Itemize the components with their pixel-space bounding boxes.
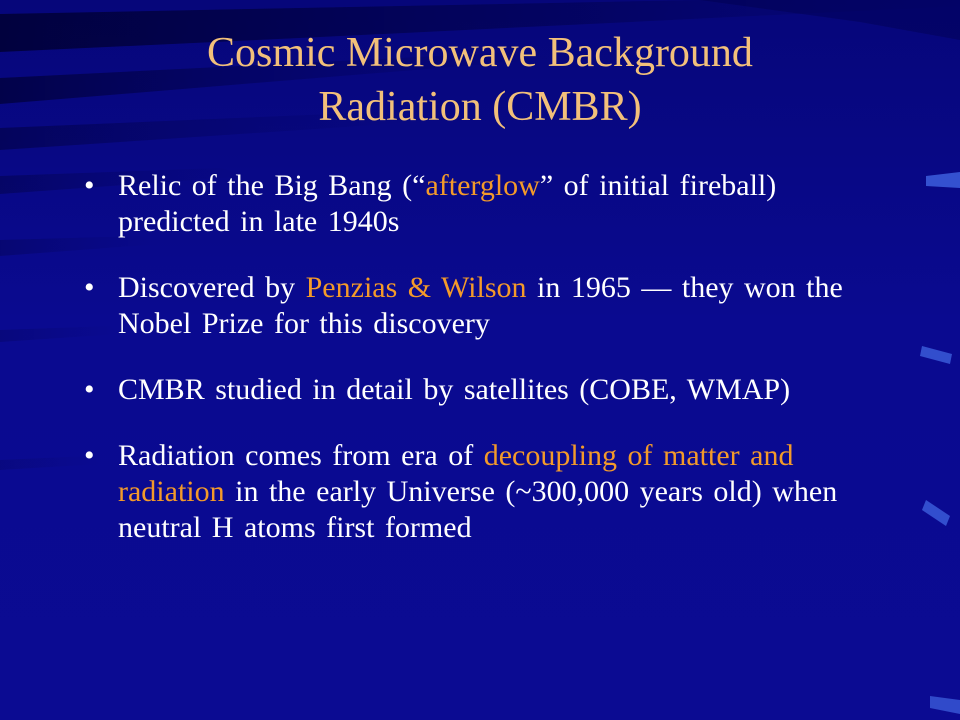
bullet-text: ” of initial fireball) predicted in late… — [118, 169, 777, 238]
bullet-text: Relic of the Big Bang (“ — [118, 169, 426, 202]
bullet-text: CMBR studied in detail by satellites (CO… — [118, 373, 791, 406]
bullet-text: in the early Universe (~300,000 years ol… — [118, 475, 838, 544]
bullet-relic: Relic of the Big Bang (“afterglow” of in… — [84, 168, 874, 240]
bullet-text: in 1965 — they won the Nobel Prize for t… — [118, 271, 843, 340]
bullet-text: Radiation comes from era of — [118, 439, 484, 472]
slide-title-line-2: Radiation (CMBR) — [318, 84, 642, 130]
bullet-highlight: decoupling of matter and radiation — [118, 439, 794, 508]
bullet-highlight: Penzias & Wilson — [305, 271, 527, 304]
slide-title-line-1: Cosmic Microwave Background — [207, 30, 753, 76]
bullet-list: Relic of the Big Bang (“afterglow” of in… — [84, 168, 874, 576]
bullet-decoupling: Radiation comes from era of decoupling o… — [84, 438, 874, 546]
bullet-discovery: Discovered by Penzias & Wilson in 1965 —… — [84, 270, 874, 342]
bullet-text: Discovered by — [118, 271, 306, 304]
bullet-highlight: afterglow — [425, 169, 540, 202]
bullet-satellites: CMBR studied in detail by satellites (CO… — [84, 372, 874, 408]
slide-title: Cosmic Microwave Background Radiation (C… — [60, 26, 900, 134]
